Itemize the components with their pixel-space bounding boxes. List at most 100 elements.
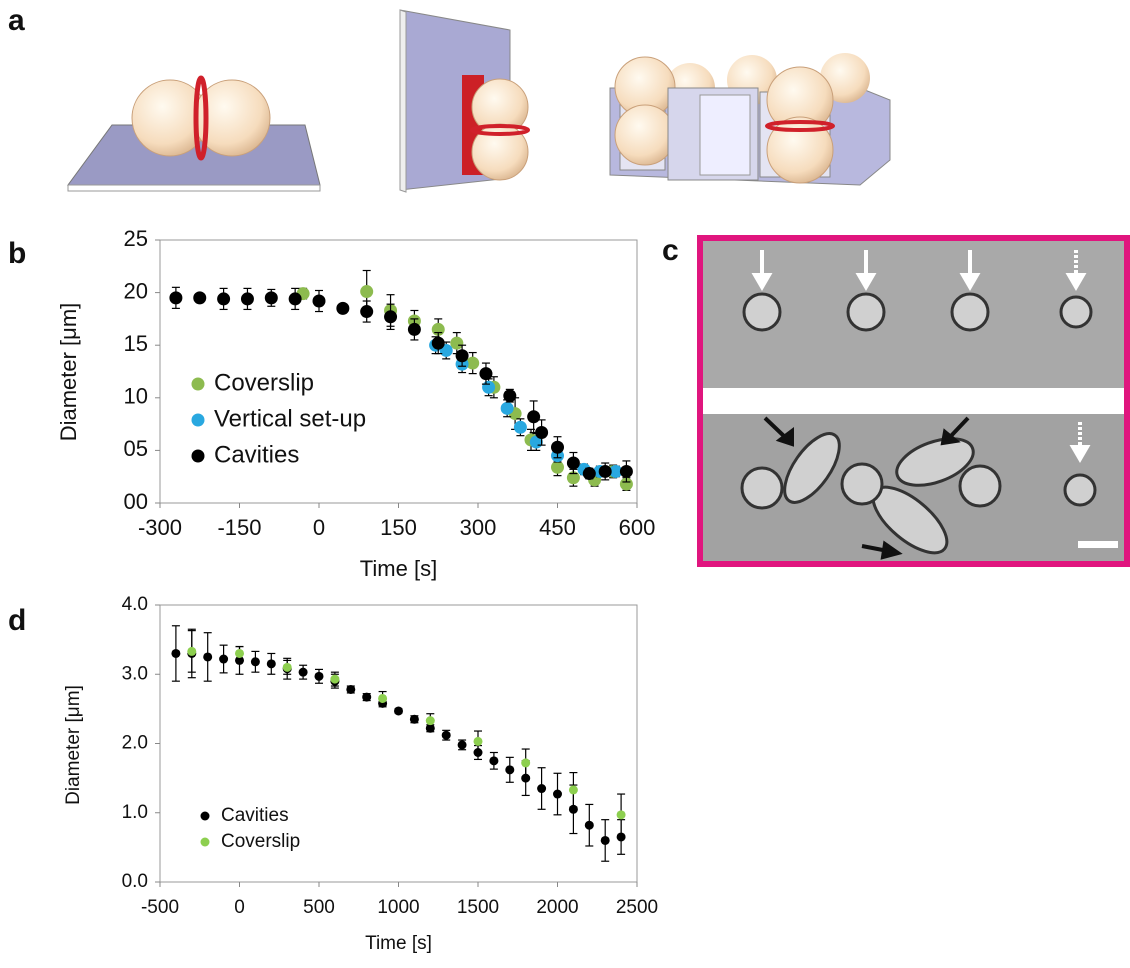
legend-marker <box>200 811 210 821</box>
x-tick-label: 600 <box>619 515 656 540</box>
data-point <box>537 784 547 794</box>
data-point <box>600 835 610 845</box>
data-point <box>479 367 493 381</box>
data-point <box>431 336 445 350</box>
data-point <box>609 464 623 478</box>
data-point <box>378 693 388 703</box>
data-point <box>288 292 302 306</box>
data-point <box>598 464 612 478</box>
data-point <box>473 736 483 746</box>
legend-marker <box>200 837 210 847</box>
data-point <box>425 716 435 726</box>
data-point <box>203 652 213 662</box>
data-point <box>409 714 419 724</box>
data-point <box>282 662 292 672</box>
x-tick-label: 2500 <box>616 897 658 918</box>
micrograph <box>697 235 1130 567</box>
x-tick-label: -500 <box>141 897 179 918</box>
data-point <box>312 294 326 308</box>
data-point <box>500 401 514 415</box>
data-point <box>217 292 231 306</box>
x-tick-label: -300 <box>138 515 182 540</box>
data-point <box>553 789 562 799</box>
illustration-vertical <box>399 9 530 193</box>
y-tick-label: 4.0 <box>122 594 148 615</box>
x-axis-label: Time [s] <box>360 556 437 581</box>
data-point <box>455 349 469 363</box>
y-tick-label: 1.0 <box>122 802 148 823</box>
legend-label: Cavities <box>221 805 289 826</box>
data-point <box>551 460 564 474</box>
y-axis-label: Diameter [μm] <box>56 303 81 442</box>
legend-label: Cavities <box>214 441 299 468</box>
data-point <box>394 706 403 716</box>
data-point <box>219 654 229 664</box>
data-point <box>250 657 260 667</box>
y-tick-label: 2.0 <box>122 733 148 754</box>
data-point <box>619 477 633 491</box>
data-point <box>568 785 578 795</box>
data-point <box>384 310 398 324</box>
data-point <box>457 740 467 750</box>
data-point <box>503 389 517 403</box>
data-point <box>360 305 374 319</box>
x-tick-label: 150 <box>380 515 417 540</box>
data-point <box>187 646 197 656</box>
y-tick-label: 15 <box>124 331 148 356</box>
data-point <box>330 674 340 684</box>
data-point <box>425 723 435 733</box>
y-tick-label: 20 <box>124 278 148 303</box>
data-point <box>535 426 549 440</box>
x-tick-label: 300 <box>460 515 497 540</box>
data-point <box>240 292 254 306</box>
panel-label: a <box>8 4 25 37</box>
legend-label: Coverslip <box>214 369 314 396</box>
data-point <box>616 832 626 842</box>
data-point <box>407 322 421 336</box>
data-point <box>235 648 244 658</box>
data-point <box>521 758 531 768</box>
data-point <box>482 380 496 394</box>
x-tick-label: 2000 <box>536 897 578 918</box>
legend-marker <box>191 413 205 427</box>
data-point <box>513 420 527 434</box>
data-point <box>266 659 276 669</box>
data-point <box>527 410 541 424</box>
x-tick-label: 500 <box>303 897 335 918</box>
y-tick-label: 10 <box>124 384 148 409</box>
data-point <box>264 291 278 305</box>
data-point <box>489 756 499 766</box>
data-point <box>169 291 183 305</box>
legend-marker <box>191 449 205 463</box>
data-point <box>193 291 207 305</box>
data-point <box>441 730 451 740</box>
illustration-cavities <box>609 53 891 186</box>
y-tick-label: 3.0 <box>122 663 148 684</box>
data-point <box>619 464 633 478</box>
x-tick-label: 0 <box>234 897 245 918</box>
illustration-coverslip <box>67 75 321 192</box>
legend-label: Coverslip <box>221 831 300 852</box>
y-tick-label: 05 <box>124 436 148 461</box>
data-point <box>346 684 356 694</box>
data-point <box>450 336 464 350</box>
y-axis-label: Diameter [μm] <box>63 685 84 805</box>
data-point <box>584 820 594 830</box>
data-point <box>362 692 372 702</box>
data-point <box>616 810 626 820</box>
data-point <box>171 648 181 658</box>
data-point <box>466 356 480 370</box>
panel-label: b <box>8 237 26 270</box>
x-tick-label: 0 <box>313 515 325 540</box>
x-tick-label: 1500 <box>457 897 499 918</box>
data-point <box>505 765 515 775</box>
y-tick-label: 00 <box>124 489 148 514</box>
data-point <box>298 667 308 677</box>
legend-marker <box>191 377 205 391</box>
legend-label: Vertical set-up <box>214 405 366 432</box>
y-tick-label: 0.0 <box>122 871 148 892</box>
panel-label: d <box>8 604 26 637</box>
data-point <box>336 301 350 315</box>
